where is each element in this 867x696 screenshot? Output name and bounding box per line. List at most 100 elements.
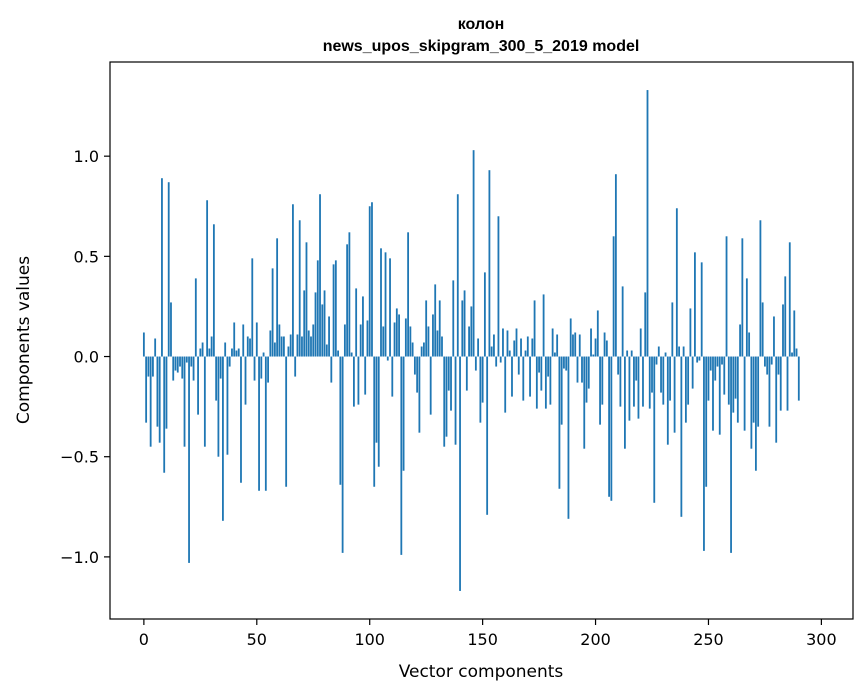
bar-110	[391, 356, 394, 397]
bar-186	[563, 356, 565, 369]
bar-123	[420, 346, 423, 357]
bar-series	[142, 90, 800, 591]
bar-171	[529, 356, 531, 397]
bar-233	[669, 356, 671, 401]
bar-119	[411, 342, 414, 357]
bar-210	[617, 356, 620, 375]
bar-211	[619, 356, 622, 407]
bar-223	[646, 90, 649, 357]
bar-24	[197, 356, 199, 415]
bar-259	[727, 356, 730, 405]
bar-33	[217, 356, 220, 457]
bar-183	[556, 334, 559, 357]
bar-99	[366, 320, 369, 357]
bar-46	[246, 336, 249, 357]
bar-267	[745, 278, 748, 357]
bar-86	[337, 350, 339, 357]
bar-143	[465, 356, 468, 391]
bar-158	[499, 356, 502, 363]
bar-240	[684, 356, 687, 423]
bar-276	[766, 356, 769, 375]
bar-285	[786, 356, 789, 411]
bar-235	[673, 356, 676, 433]
bar-18	[183, 356, 186, 447]
bar-208	[612, 236, 615, 357]
bar-100	[368, 206, 371, 357]
bar-148	[477, 338, 480, 357]
x-axis: 0 50 100 150 200 250 300	[139, 619, 837, 649]
bar-152	[486, 356, 489, 515]
bar-38	[228, 356, 231, 367]
y-tick-label-1: −0.5	[60, 448, 99, 467]
bar-269	[750, 356, 753, 449]
bar-49	[253, 356, 256, 381]
bar-255	[718, 356, 721, 435]
bar-145	[470, 306, 473, 357]
bar-116	[404, 318, 407, 357]
bar-252	[712, 356, 714, 431]
bar-21	[190, 356, 193, 367]
bar-248	[703, 356, 705, 551]
bar-34	[219, 356, 222, 379]
bar-26	[201, 342, 204, 357]
bar-144	[468, 326, 470, 357]
bar-5	[154, 338, 157, 357]
bar-274	[761, 302, 764, 357]
bar-226	[653, 356, 656, 503]
bar-112	[395, 308, 398, 357]
bar-286	[788, 242, 791, 357]
bar-215	[628, 356, 631, 421]
bar-283	[782, 304, 784, 357]
bar-90	[346, 244, 349, 357]
bar-102	[373, 356, 376, 487]
bar-175	[538, 356, 540, 373]
bar-93	[353, 356, 355, 407]
bar-264	[739, 324, 741, 357]
bar-89	[343, 324, 346, 357]
bar-172	[531, 338, 534, 357]
bar-182	[553, 352, 556, 357]
bar-275	[764, 356, 766, 367]
bar-25	[199, 348, 202, 357]
bar-0	[142, 332, 145, 357]
bar-281	[777, 356, 780, 375]
bar-198	[590, 328, 592, 357]
bar-106	[382, 326, 385, 357]
bar-10	[165, 356, 168, 429]
bar-84	[332, 264, 335, 357]
bar-199	[592, 354, 595, 357]
bar-173	[533, 300, 536, 357]
chart-title-line2: news_upos_skipgram_300_5_2019 model	[323, 38, 640, 55]
bar-238	[680, 356, 683, 517]
bar-277	[768, 356, 771, 427]
bar-44	[242, 324, 245, 357]
bar-2	[147, 356, 150, 377]
bar-166	[517, 356, 520, 375]
bar-253	[714, 356, 717, 381]
bar-53	[262, 352, 265, 357]
bar-195	[583, 356, 586, 449]
bar-73	[307, 330, 310, 357]
bar-92	[350, 352, 353, 357]
bar-280	[775, 356, 778, 443]
bar-76	[314, 292, 317, 357]
x-axis-label: Vector components	[399, 662, 564, 682]
bar-184	[558, 356, 561, 489]
bar-51	[258, 356, 260, 491]
bar-216	[630, 350, 633, 357]
bar-50	[255, 322, 258, 357]
bar-125	[425, 300, 428, 357]
bar-279	[773, 316, 775, 357]
bar-68	[296, 334, 299, 357]
bar-63	[285, 356, 288, 487]
bar-266	[743, 356, 746, 431]
bar-185	[560, 356, 563, 425]
bar-154	[490, 346, 493, 357]
bar-42	[237, 348, 240, 357]
bar-122	[418, 356, 421, 433]
bar-237	[678, 346, 681, 357]
bar-165	[515, 328, 518, 357]
bar-55	[267, 356, 269, 383]
y-axis: −1.0 −0.5 0.0 0.5 1.0	[60, 147, 110, 567]
bar-8	[161, 178, 163, 357]
